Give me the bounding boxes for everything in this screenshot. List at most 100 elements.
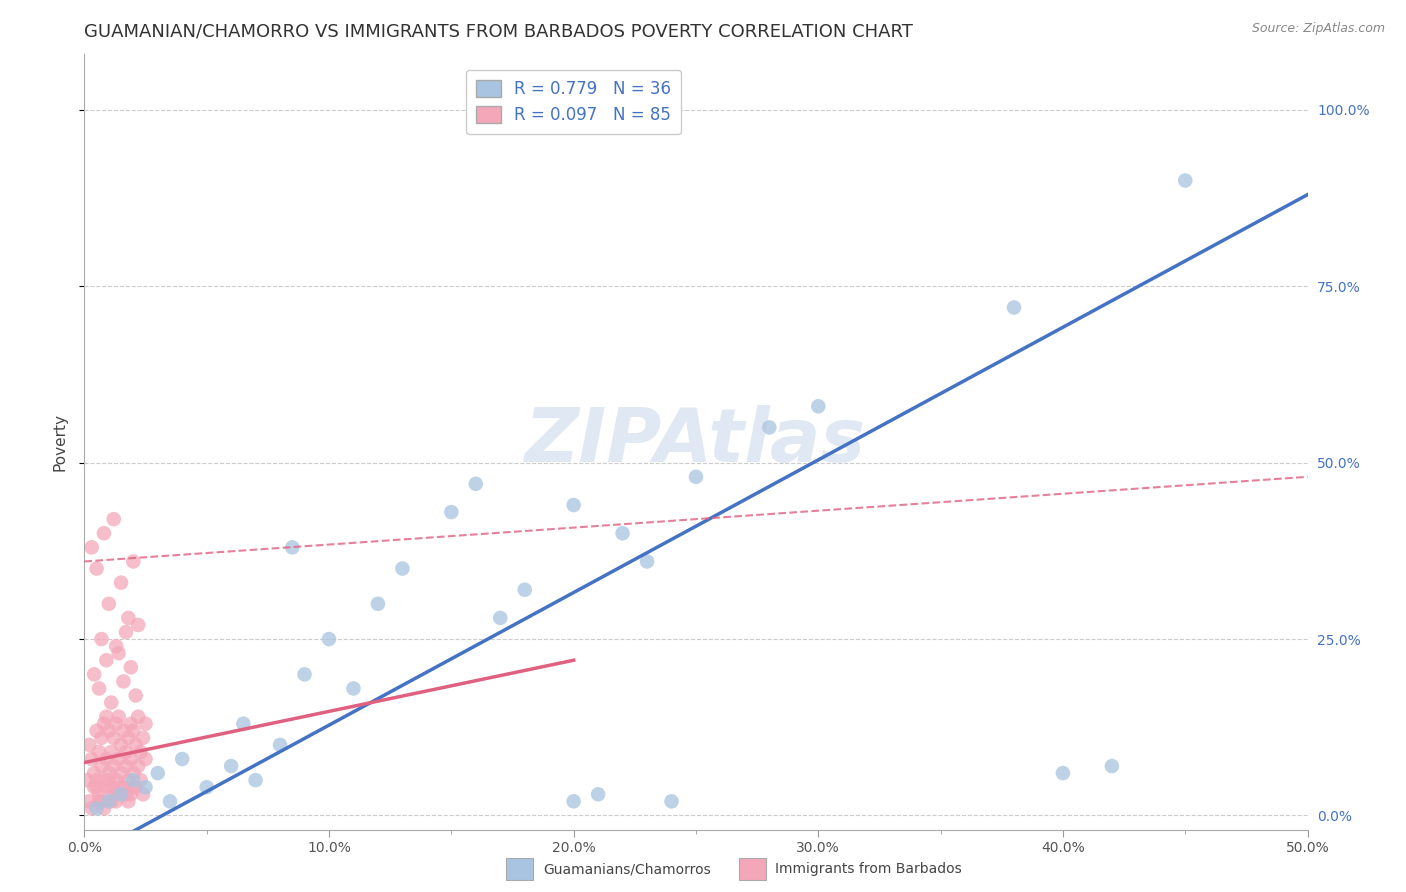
Point [97,723,120,738]
Point [77,738,100,752]
Point [636,554,658,568]
Point [90,731,112,745]
Legend: R = 0.779   N = 36, R = 0.097   N = 85: R = 0.779 N = 36, R = 0.097 N = 85 [465,70,682,135]
Point [342,681,364,696]
Bar [738,858,766,880]
Point [122,773,145,788]
Point [112,780,135,795]
Point [117,794,139,808]
Point [76,773,98,788]
Point [110,780,132,795]
Text: Immigrants from Barbados: Immigrants from Barbados [776,863,962,876]
Point [125,780,148,795]
Point [86,723,108,738]
Point [110,575,132,590]
Point [115,745,138,759]
Point [120,660,142,674]
Point [105,773,128,788]
Point [1174,173,1197,187]
Point [103,759,125,773]
Point [112,723,135,738]
Point [100,780,122,795]
Point [127,709,149,723]
Point [125,689,148,703]
Text: GUAMANIAN/CHAMORRO VS IMMIGRANTS FROM BARBADOS POVERTY CORRELATION CHART: GUAMANIAN/CHAMORRO VS IMMIGRANTS FROM BA… [84,23,914,41]
Point [391,561,413,575]
Point [117,611,139,625]
Point [612,526,634,541]
Point [103,512,125,526]
Point [245,773,267,788]
Point [129,745,152,759]
Point [112,787,135,801]
Point [87,787,110,801]
Point [440,505,463,519]
Text: Source: ZipAtlas.com: Source: ZipAtlas.com [1251,22,1385,36]
Point [120,787,142,801]
Point [93,801,115,815]
Point [112,674,135,689]
Point [115,625,138,640]
Point [100,696,122,710]
Text: ZIPAtlas: ZIPAtlas [526,405,866,478]
Point [758,420,780,434]
Point [1002,301,1025,315]
Point [367,597,389,611]
Point [86,773,108,788]
Point [1052,766,1074,780]
Point [87,794,110,808]
Point [135,780,157,795]
Point [120,752,142,766]
Point [105,716,128,731]
Point [562,498,585,512]
Point [97,773,120,788]
Point [80,752,103,766]
Bar [506,858,533,880]
Point [172,752,194,766]
Point [93,716,115,731]
Point [107,709,129,723]
Point [97,766,120,780]
Point [105,794,128,808]
Point [93,773,115,788]
Point [464,476,486,491]
Text: Guamanians/Chamorros: Guamanians/Chamorros [543,863,711,876]
Point [86,780,108,795]
Point [90,632,112,646]
Point [87,681,110,696]
Point [125,738,148,752]
Point [80,801,103,815]
Point [115,787,138,801]
Point [103,787,125,801]
Point [489,611,512,625]
Point [107,646,129,660]
Point [127,618,149,632]
Point [96,653,118,667]
Point [83,780,105,795]
Point [100,794,122,808]
Point [83,667,105,681]
Point [117,773,139,788]
Point [219,759,242,773]
Point [107,787,129,801]
Point [117,731,139,745]
Point [96,709,118,723]
Point [83,766,105,780]
Point [97,794,120,808]
Point [96,780,118,795]
Point [146,766,169,780]
Point [294,667,316,681]
Point [90,794,112,808]
Point [513,582,536,597]
Point [105,639,128,653]
Point [232,716,254,731]
Point [100,745,122,759]
Point [159,794,181,808]
Point [586,787,609,801]
Point [87,745,110,759]
Point [122,766,145,780]
Point [127,759,149,773]
Point [115,759,138,773]
Point [90,759,112,773]
Point [122,780,145,795]
